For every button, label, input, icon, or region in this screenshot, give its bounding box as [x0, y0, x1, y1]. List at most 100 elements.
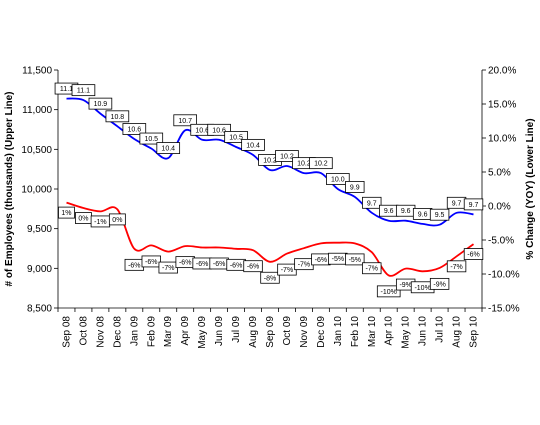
data-label-box	[463, 248, 484, 260]
x-tick-label: Sep 10	[469, 316, 480, 348]
data-label: -6%	[124, 258, 145, 271]
x-tick-label: Dec 09	[316, 316, 327, 348]
left-tick-label: 8,500	[27, 304, 52, 315]
data-label: 9.7	[362, 196, 382, 209]
data-label-text: 9.7	[367, 200, 377, 207]
series-lines	[66, 97, 475, 277]
data-label-box	[362, 262, 382, 275]
data-label-text: 10.6	[128, 127, 142, 134]
data-label: -6%	[243, 260, 263, 273]
data-label-text: 10.4	[161, 146, 175, 153]
data-label-text: 10.2	[263, 157, 277, 164]
data-label-box	[122, 123, 147, 135]
data-label-text: -5%	[349, 257, 361, 264]
data-label: -8%	[260, 271, 280, 284]
left-tick-label: 11,000	[22, 105, 52, 116]
data-label-box	[141, 255, 161, 268]
data-label-box	[309, 157, 333, 170]
data-label-text: 9.6	[401, 208, 411, 215]
x-tick-label: Feb 10	[350, 316, 361, 348]
x-tick-label: Mar 10	[367, 316, 378, 348]
data-label-text: 10.7	[178, 118, 192, 125]
data-label-text: -10%	[381, 289, 397, 296]
data-label-text: 9.6	[418, 211, 428, 218]
data-label-text: -10%	[414, 285, 430, 292]
data-label-text: 0%	[112, 217, 122, 224]
data-label-text: -8%	[264, 275, 276, 282]
data-label-text: 0%	[78, 216, 88, 223]
data-label: -9%	[429, 277, 450, 290]
employees-line	[66, 97, 474, 227]
data-label-box	[88, 97, 113, 110]
data-label-box	[362, 196, 382, 209]
data-label-text: 10.4	[246, 142, 260, 149]
data-label-box	[429, 208, 450, 221]
data-label-text: 1%	[61, 210, 71, 217]
data-label-text: 9.6	[384, 208, 394, 215]
data-label-text: -6%	[196, 261, 208, 268]
x-tick-label: Jan 10	[333, 316, 344, 346]
data-label-box	[345, 181, 365, 193]
x-tick-label: Oct 08	[78, 316, 89, 346]
x-tick-label: Jul 10	[435, 316, 446, 343]
data-label: -6%	[209, 257, 229, 270]
data-labels: 11.1 11.110.910.810.610.510.410.710.6 10.6…	[54, 82, 484, 298]
x-tick-label: Apr 10	[384, 316, 395, 346]
data-label-text: 10.5	[144, 136, 158, 143]
data-label-text: 10.9	[94, 101, 108, 108]
x-tick-label: Apr 09	[180, 316, 191, 346]
data-label: -7%	[294, 258, 314, 271]
data-label: -6%	[226, 258, 246, 271]
data-label-text: -6%	[467, 252, 479, 259]
data-label: -7%	[158, 261, 178, 274]
x-tick-label: Nov 09	[299, 316, 310, 348]
data-label-box	[139, 132, 164, 145]
data-label-text: -7%	[450, 264, 462, 271]
data-label-box	[260, 271, 280, 284]
data-label-text: -9%	[399, 282, 411, 289]
data-label: -5%	[328, 252, 348, 265]
left-axis-ticks: 8,500 9,000 9,500 10,000 10,500 11,000 11,500	[21, 66, 58, 315]
x-tick-label: Jul 09	[231, 316, 242, 343]
data-label-text: 10.2	[280, 153, 294, 160]
data-label: -7%	[277, 263, 297, 276]
x-tick-label: Feb 09	[146, 316, 157, 348]
right-tick-label: -10.0%	[488, 270, 520, 281]
data-label-box	[71, 84, 96, 97]
x-tick-label: Jan 09	[129, 316, 140, 346]
data-label-text: 9.9	[350, 184, 360, 191]
data-label-box	[156, 142, 181, 154]
data-label-box	[429, 277, 450, 290]
left-tick-label: 10,500	[21, 145, 52, 156]
x-tick-label: Oct 09	[282, 316, 293, 346]
data-label: 10.6	[122, 123, 147, 135]
data-label-box	[326, 173, 350, 185]
data-label-text: 11.1	[77, 88, 90, 95]
data-label-box	[224, 131, 248, 143]
x-tick-label: Jun 09	[214, 316, 225, 346]
data-label-text: -5%	[332, 256, 344, 263]
x-tick-label: Jun 10	[418, 316, 429, 346]
right-tick-label: -15.0%	[488, 304, 520, 315]
x-tick-label: May 10	[401, 316, 412, 349]
data-label: -10%	[376, 285, 401, 298]
data-label-text: -6%	[145, 259, 157, 266]
data-label-box	[173, 114, 198, 127]
right-axis-title: % Change (YOY) (Lower Line)	[525, 118, 536, 259]
data-label-box	[105, 110, 130, 123]
data-label: 9.6	[379, 204, 399, 217]
data-label-box	[376, 285, 401, 298]
data-label-box	[58, 206, 75, 219]
data-label: 9.9	[345, 181, 365, 193]
data-label: 10.7	[173, 114, 198, 127]
data-label-text: -1%	[94, 219, 106, 226]
data-label-text: 10.6	[195, 127, 209, 134]
x-tick-label: Sep 09	[265, 316, 276, 348]
data-label: 9.5	[429, 208, 450, 221]
x-tick-label: Aug 09	[248, 316, 259, 348]
left-axis-title: # of Employees (thousands) (Upper Line)	[4, 91, 15, 286]
data-label-text: -6%	[213, 261, 225, 268]
right-tick-label: 0.0%	[488, 202, 511, 213]
left-tick-label: 9,500	[27, 224, 52, 235]
